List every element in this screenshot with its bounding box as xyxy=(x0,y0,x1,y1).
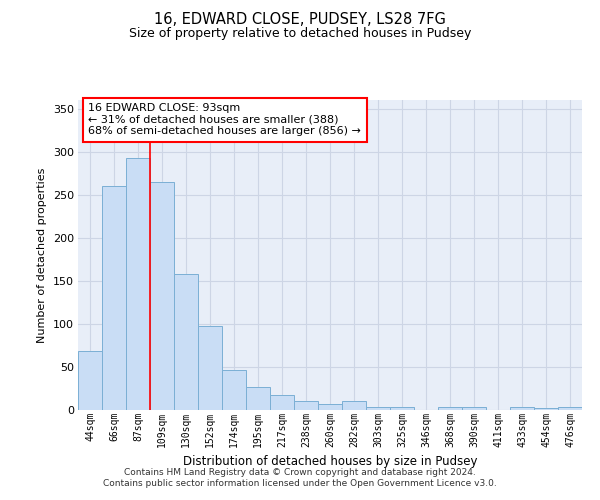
Bar xyxy=(390,408,414,410)
Bar xyxy=(342,402,366,410)
Bar xyxy=(558,408,582,410)
Bar xyxy=(318,404,342,410)
Bar xyxy=(510,408,534,410)
Bar xyxy=(270,394,294,410)
Text: 16, EDWARD CLOSE, PUDSEY, LS28 7FG: 16, EDWARD CLOSE, PUDSEY, LS28 7FG xyxy=(154,12,446,28)
Bar xyxy=(534,408,558,410)
Text: Contains HM Land Registry data © Crown copyright and database right 2024.
Contai: Contains HM Land Registry data © Crown c… xyxy=(103,468,497,487)
Bar xyxy=(174,274,198,410)
Text: Size of property relative to detached houses in Pudsey: Size of property relative to detached ho… xyxy=(129,28,471,40)
Bar xyxy=(222,370,246,410)
Bar xyxy=(198,326,222,410)
Y-axis label: Number of detached properties: Number of detached properties xyxy=(37,168,47,342)
Bar xyxy=(126,158,150,410)
Bar xyxy=(438,406,462,410)
Bar xyxy=(294,402,318,410)
Text: 16 EDWARD CLOSE: 93sqm
← 31% of detached houses are smaller (388)
68% of semi-de: 16 EDWARD CLOSE: 93sqm ← 31% of detached… xyxy=(88,103,361,136)
Bar xyxy=(366,406,390,410)
Bar xyxy=(462,408,486,410)
Bar xyxy=(150,182,174,410)
Bar xyxy=(246,387,270,410)
X-axis label: Distribution of detached houses by size in Pudsey: Distribution of detached houses by size … xyxy=(183,455,477,468)
Bar xyxy=(78,352,102,410)
Bar xyxy=(102,186,126,410)
